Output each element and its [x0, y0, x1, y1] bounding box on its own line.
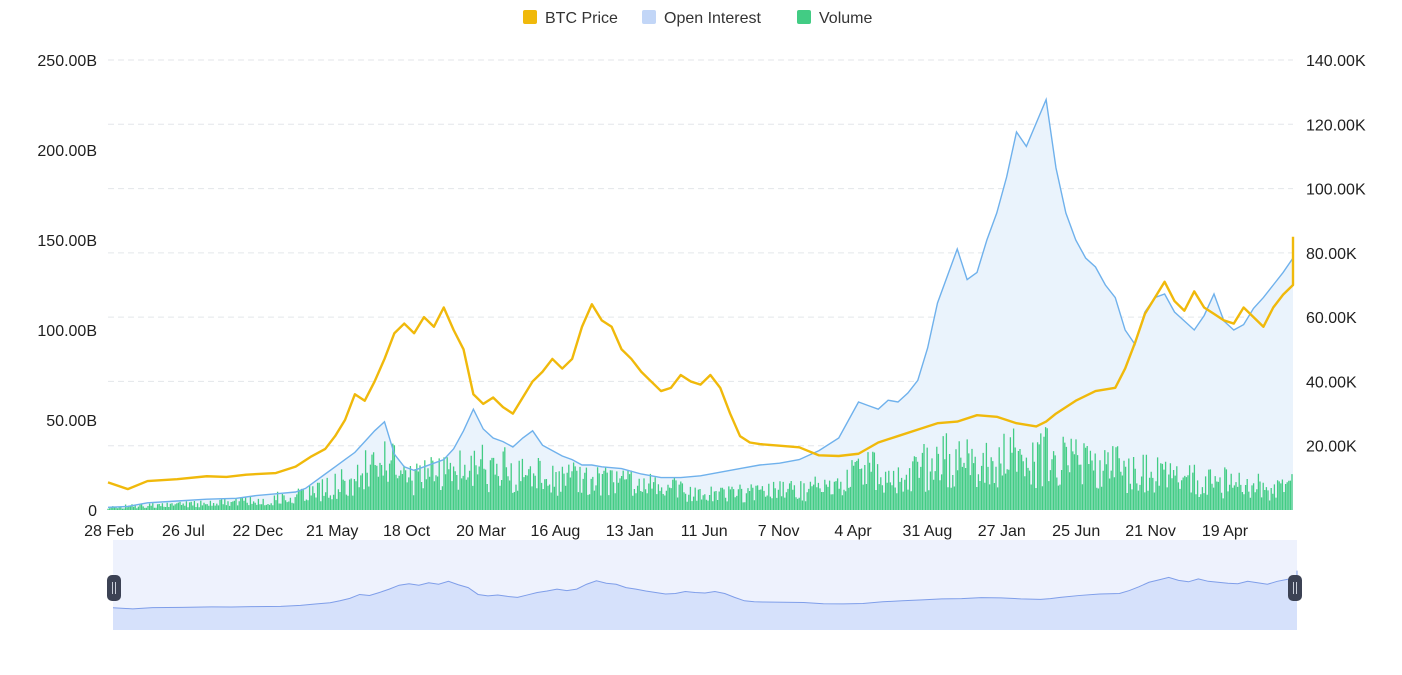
x-tick-label: 26 Jul	[162, 523, 205, 540]
volume-bars	[107, 427, 1293, 510]
y-right-tick-label: 120.00K	[1306, 117, 1366, 134]
x-tick-label: 18 Oct	[383, 523, 431, 540]
x-tick-label: 4 Apr	[834, 523, 872, 540]
y-left-tick-label: 200.00B	[37, 143, 97, 160]
y-left-tick-label: 100.00B	[37, 323, 97, 340]
slider-handle-right-grip[interactable]	[1288, 575, 1302, 601]
y-right-tick-label: 60.00K	[1306, 310, 1357, 327]
legend-label-btc-price: BTC Price	[545, 10, 618, 27]
y-right-tick-label: 20.00K	[1306, 439, 1357, 456]
x-tick-label: 16 Aug	[530, 523, 580, 540]
x-tick-label: 20 Mar	[456, 523, 506, 540]
x-tick-label: 22 Dec	[232, 523, 283, 540]
slider-preview-area	[113, 570, 1297, 630]
zoom-slider[interactable]	[107, 540, 1302, 630]
y-left-tick-label: 0	[88, 503, 97, 520]
legend-item-volume[interactable]: Volume	[797, 10, 872, 27]
x-tick-label: 7 Nov	[758, 523, 800, 540]
x-tick-label: 21 May	[306, 523, 358, 540]
legend-item-open-interest[interactable]: Open Interest	[642, 10, 762, 27]
slider-handle-left[interactable]	[107, 575, 121, 601]
x-tick-label: 21 Nov	[1125, 523, 1176, 540]
y-axis-left: 0 50.00B 100.00B 150.00B 200.00B 250.00B	[37, 53, 97, 520]
open-interest-area	[108, 99, 1293, 510]
btc-price-line	[107, 236, 1295, 491]
legend-label-open-interest: Open Interest	[664, 10, 762, 27]
y-right-tick-label: 140.00K	[1306, 53, 1366, 70]
legend-swatch-open-interest	[642, 10, 656, 24]
x-tick-label: 19 Apr	[1202, 523, 1249, 540]
x-tick-label: 31 Aug	[902, 523, 952, 540]
slider-handle-left-grip[interactable]	[107, 575, 121, 601]
legend-item-btc-price[interactable]: BTC Price	[523, 10, 618, 27]
y-right-tick-label: 40.00K	[1306, 374, 1357, 391]
x-tick-label: 11 Jun	[681, 523, 728, 540]
x-tick-label: 25 Jun	[1052, 523, 1100, 540]
legend-label-volume: Volume	[819, 10, 872, 27]
slider-handle-right[interactable]	[1288, 575, 1302, 601]
grid-lines	[108, 59, 1293, 447]
volume-series	[107, 427, 1293, 510]
x-axis: 28 Feb 26 Jul 22 Dec 21 May 18 Oct 20 Mar 16 A…	[84, 523, 1249, 540]
slider-preview-line	[112, 570, 1298, 610]
legend: BTC Price Open Interest Volume	[523, 10, 872, 27]
x-tick-label: 27 Jan	[978, 523, 1026, 540]
y-left-tick-label: 50.00B	[46, 413, 97, 430]
open-interest-fill	[108, 99, 1293, 510]
btc-price-series	[107, 236, 1295, 491]
y-left-tick-label: 250.00B	[37, 53, 97, 70]
x-tick-label: 28 Feb	[84, 523, 134, 540]
y-right-tick-label: 100.00K	[1306, 182, 1366, 199]
y-left-tick-label: 150.00B	[37, 233, 97, 250]
y-right-tick-label: 80.00K	[1306, 246, 1357, 263]
legend-swatch-btc-price	[523, 10, 537, 24]
legend-swatch-volume	[797, 10, 811, 24]
x-tick-label: 13 Jan	[606, 523, 654, 540]
y-axis-right: 20.00K 40.00K 60.00K 80.00K 100.00K 120.00K 14…	[1306, 53, 1366, 456]
